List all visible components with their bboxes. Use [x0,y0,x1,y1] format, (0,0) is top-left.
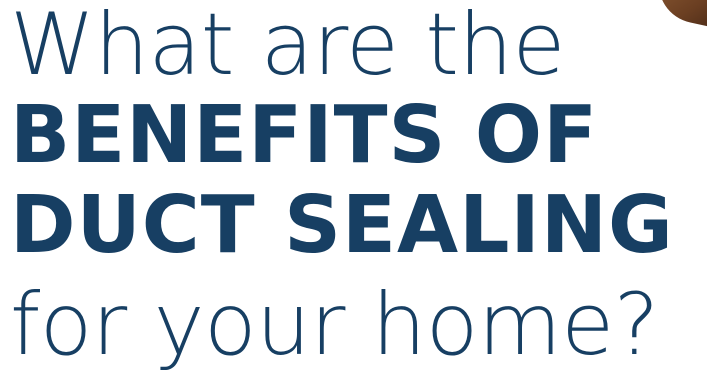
headline-line-2: BENEFITS OF [10,89,599,181]
headline-line-4: for your home? [10,275,659,375]
headline-line-3: DUCT SEALING [10,179,674,271]
corner-decoration [651,0,707,29]
headline-line-1: What are the [10,0,565,95]
